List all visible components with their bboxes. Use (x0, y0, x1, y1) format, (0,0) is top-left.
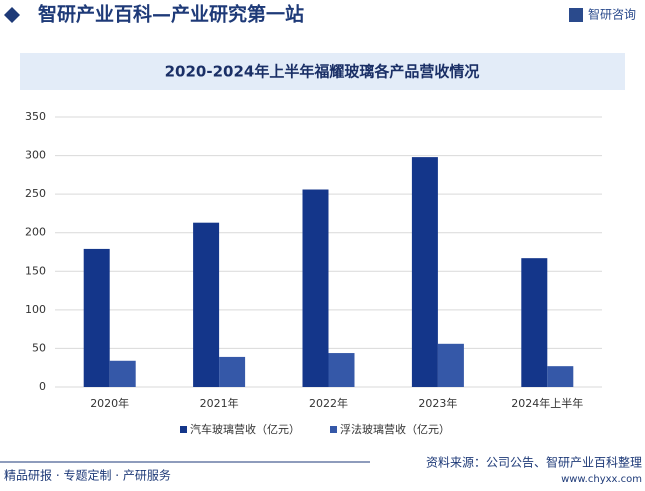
y-tick-label: 250 (25, 187, 46, 200)
x-tick-label: 2022年 (309, 396, 348, 410)
y-tick-label: 300 (25, 149, 46, 162)
y-tick-label: 50 (32, 341, 46, 354)
bar (328, 353, 355, 387)
y-tick-label: 200 (25, 226, 46, 239)
bar (411, 157, 438, 387)
title-band (20, 53, 625, 90)
y-tick-label: 100 (25, 303, 46, 316)
legend-swatch (180, 426, 187, 433)
plot: 0 50 100 150 200 250 300 350 2020年 2021年 2022年 2023… (25, 110, 602, 436)
y-tick-label: 350 (25, 110, 46, 123)
chart-title: 2020-2024年上半年福耀玻璃各产品营收情况 (165, 63, 480, 81)
y-tick-label: 150 (25, 264, 46, 277)
bar (521, 258, 548, 387)
x-tick-label: 2024年上半年 (511, 396, 583, 410)
bar (83, 248, 110, 387)
header-icon (4, 7, 20, 23)
y-tick-label: 0 (39, 380, 46, 393)
footer-source: 资料来源：公司公告、智研产业百科整理 (426, 455, 642, 470)
logo-text: 智研咨询 (588, 7, 636, 22)
bar (437, 343, 464, 387)
bar (547, 366, 574, 387)
header-title: 智研产业百科—产业研究第一站 (38, 3, 304, 26)
bar (219, 356, 246, 387)
bar (109, 360, 136, 387)
x-tick-label: 2020年 (90, 396, 129, 410)
footer-left: 精品研报 · 专题定制 · 产研服务 (4, 468, 171, 483)
x-tick-label: 2021年 (200, 396, 239, 410)
legend-label: 汽车玻璃营收（亿元） (190, 422, 300, 436)
bar (193, 222, 220, 387)
x-tick-label: 2023年 (418, 396, 457, 410)
logo-icon (569, 8, 583, 22)
legend-label: 浮法玻璃营收（亿元） (340, 422, 450, 436)
bar (302, 189, 329, 387)
legend-swatch (330, 426, 337, 433)
footer-site: www.chyxx.com (561, 474, 642, 485)
